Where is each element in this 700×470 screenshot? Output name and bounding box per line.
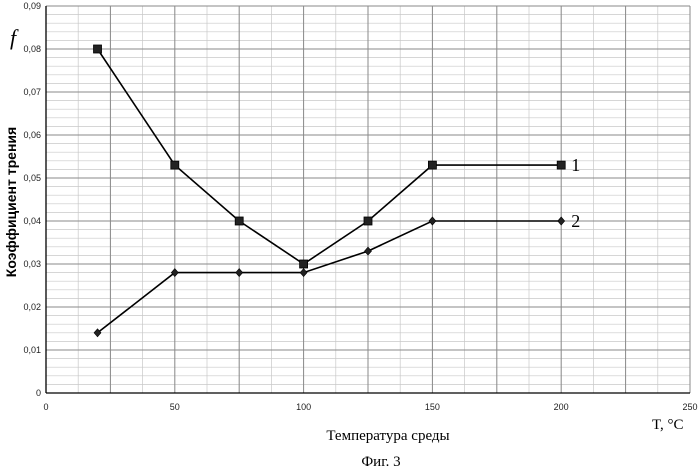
data-point — [94, 45, 102, 53]
figure-caption: Фиг. 3 — [361, 454, 400, 470]
series-line-2 — [98, 221, 562, 333]
data-point — [300, 269, 307, 277]
y-tick-label: 0 — [36, 388, 41, 398]
y-tick-label: 0,07 — [23, 87, 41, 97]
y-tick-label: 0,05 — [23, 173, 41, 183]
x-tick-label: 0 — [43, 402, 48, 412]
y-tick-label: 0,04 — [23, 216, 41, 226]
y-tick-label: 0,01 — [23, 345, 41, 355]
x-axis-label: Температура среды — [326, 428, 449, 444]
series-1: 1 — [94, 45, 581, 268]
series-line-1 — [98, 49, 562, 264]
y-axis-label: Коэффициент трения — [3, 127, 19, 277]
data-point — [300, 260, 308, 268]
x-tick-label: 150 — [425, 402, 440, 412]
x-unit-label: T, °C — [652, 417, 684, 433]
data-point — [364, 217, 372, 225]
data-point — [428, 161, 436, 169]
y-tick-label: 0,03 — [23, 259, 41, 269]
y-tick-label: 0,02 — [23, 302, 41, 312]
data-point — [171, 161, 179, 169]
x-tick-labels: 0 50 100 150 200 250 — [43, 402, 697, 412]
data-point — [365, 247, 372, 255]
data-point — [429, 217, 436, 225]
y-symbol-label: f — [10, 25, 19, 50]
y-tick-label: 0,08 — [23, 44, 41, 54]
data-point — [557, 161, 565, 169]
series-layer: 12 — [94, 45, 581, 337]
x-tick-label: 50 — [170, 402, 180, 412]
y-tick-labels: 0 0,01 0,02 0,03 0,04 0,05 0,06 0,07 0,08 0,09 — [23, 1, 41, 398]
series-label: 1 — [571, 155, 580, 175]
y-tick-label: 0,06 — [23, 130, 41, 140]
series-label: 2 — [571, 211, 580, 231]
data-point — [558, 217, 565, 225]
data-point — [235, 217, 243, 225]
data-point — [236, 269, 243, 277]
x-tick-label: 250 — [682, 402, 697, 412]
x-tick-label: 200 — [554, 402, 569, 412]
x-tick-label: 100 — [296, 402, 311, 412]
y-tick-label: 0,09 — [23, 1, 41, 11]
